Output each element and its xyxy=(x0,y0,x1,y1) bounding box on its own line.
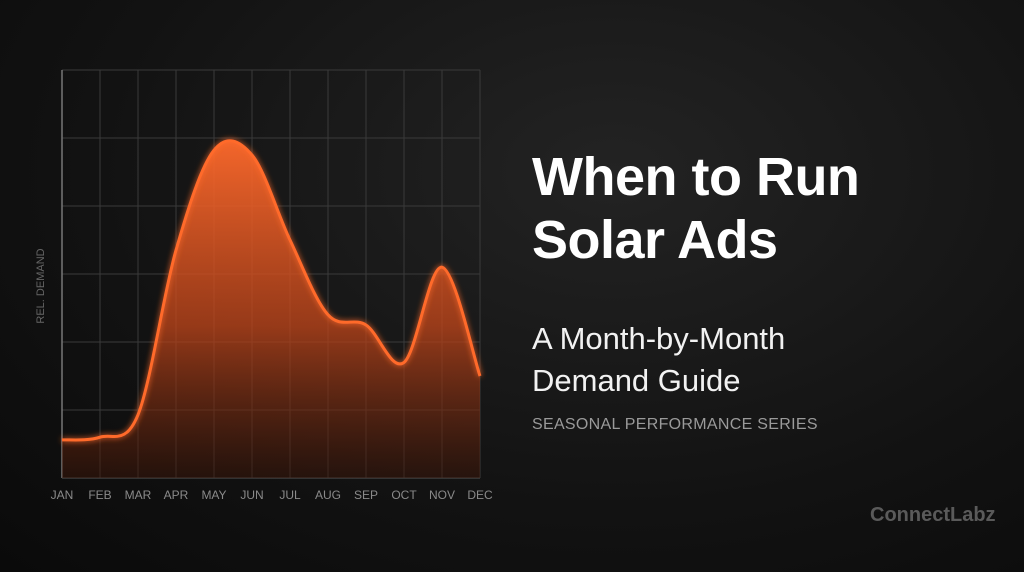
x-tick-label: FEB xyxy=(88,488,111,502)
x-tick-label: MAR xyxy=(125,488,152,502)
x-tick-label: OCT xyxy=(391,488,417,502)
area-fill xyxy=(62,140,480,478)
x-tick-label: MAY xyxy=(201,488,226,502)
x-tick-label: JUN xyxy=(240,488,263,502)
subtitle: A Month-by-Month Demand Guide xyxy=(532,321,786,398)
area-line xyxy=(61,139,482,442)
x-tick-label: AUG xyxy=(315,488,341,502)
series-label: SEASONAL PERFORMANCE SERIES xyxy=(532,416,818,433)
x-tick-label: APR xyxy=(164,488,189,502)
title: When to Run Solar Ads xyxy=(532,147,860,270)
x-tick-label: JAN xyxy=(51,488,74,502)
x-tick-label: JUL xyxy=(279,488,301,502)
x-tick-label: NOV xyxy=(429,488,455,502)
x-tick-label: SEP xyxy=(354,488,378,502)
brand: ConnectLabz xyxy=(870,504,996,526)
x-tick-label: DEC xyxy=(467,488,493,502)
y-axis-label: REL. DEMAND xyxy=(35,248,47,323)
